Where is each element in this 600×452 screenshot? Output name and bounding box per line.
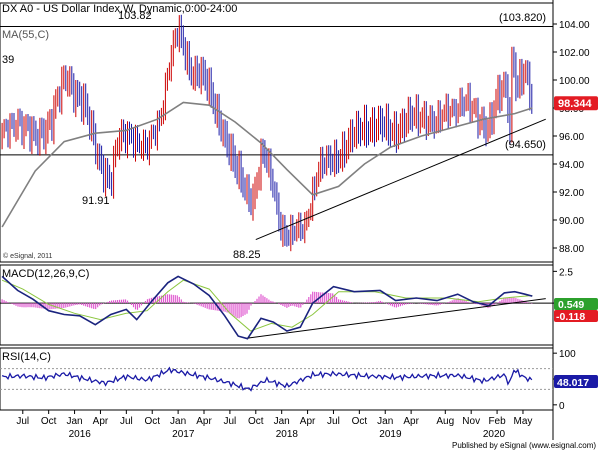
month-tick-label: Jan xyxy=(66,416,82,427)
year-tick-label: 2019 xyxy=(379,429,402,440)
month-tick-label: May xyxy=(514,416,533,427)
price-tick-label: 90.00 xyxy=(559,216,584,227)
price-trendline xyxy=(255,118,546,241)
year-tick-label: 2018 xyxy=(276,429,299,440)
copyright-text: © eSignal, 2011 xyxy=(3,252,53,260)
macd-trendline xyxy=(248,298,546,339)
price-tick-label: 104.00 xyxy=(559,20,590,31)
low-2016-label: 91.91 xyxy=(82,195,110,207)
year-tick-label: 2017 xyxy=(172,429,195,440)
macd-legend: MACD(12,26,9,C) xyxy=(2,268,89,280)
year-tick-label: 2020 xyxy=(483,429,506,440)
rsi-levels xyxy=(0,368,553,390)
ma55-line xyxy=(1,101,533,228)
month-tick-label: Jan xyxy=(274,416,290,427)
price-candles xyxy=(1,14,533,252)
year-tick-label: 2016 xyxy=(69,429,92,440)
month-tick-label: Jul xyxy=(120,416,133,427)
month-tick-label: Jul xyxy=(224,416,237,427)
month-tick-label: Apr xyxy=(196,416,212,427)
high-label: 103.82 xyxy=(118,10,152,22)
ma-legend: MA(55,C) xyxy=(2,29,49,41)
month-tick-label: Jan xyxy=(170,416,186,427)
month-tick-label: Oct xyxy=(41,416,57,427)
macd-value-tag: 0.549 xyxy=(554,298,598,311)
last-price-value: 98.344 xyxy=(558,98,593,110)
month-tick-label: Oct xyxy=(248,416,264,427)
month-tick-label: Jul xyxy=(16,416,29,427)
price-tick-label: 94.00 xyxy=(559,160,584,171)
month-tick-label: Jan xyxy=(377,416,393,427)
price-y-axis: 104.00102.00100.0098.0096.0094.0092.0090… xyxy=(553,20,590,255)
ma-value-partial: 39 xyxy=(2,54,14,66)
signal-value-tag: -0.118 xyxy=(554,310,598,323)
macd-last-value: 0.549 xyxy=(558,299,584,311)
month-tick-label: Apr xyxy=(403,416,419,427)
month-tick-label: Apr xyxy=(93,416,109,427)
month-tick-label: Apr xyxy=(300,416,316,427)
month-tick-label: Oct xyxy=(144,416,160,427)
rsi-legend: RSI(14,C) xyxy=(2,351,51,363)
month-tick-label: Oct xyxy=(352,416,368,427)
price-tick-label: 102.00 xyxy=(559,48,590,59)
price-tick-label: 100.00 xyxy=(559,76,590,87)
macd-tick-label: 2.5 xyxy=(559,267,573,278)
support-label: (94.650) xyxy=(505,139,546,151)
chart-title: DX A0 - US Dollar Index,W, Dynamic,0:00-… xyxy=(2,3,237,15)
month-tick-label: Aug xyxy=(436,416,454,427)
month-tick-label: Nov xyxy=(462,416,480,427)
rsi-line xyxy=(1,366,533,392)
rsi-tick-label: 100 xyxy=(559,349,576,360)
low-2018-label: 88.25 xyxy=(233,249,261,261)
rsi-tick-label: 0 xyxy=(559,401,565,412)
resistance-label: (103.820) xyxy=(499,12,546,24)
month-tick-label: Jul xyxy=(327,416,340,427)
published-by: Published by eSignal (www.esignal.com) xyxy=(452,441,596,450)
signal-last-value: -0.118 xyxy=(556,311,585,323)
macd-signal-line xyxy=(1,279,533,332)
price-tick-label: 88.00 xyxy=(559,244,584,255)
price-tick-label: 92.00 xyxy=(559,188,584,199)
rsi-last-value: 48.017 xyxy=(557,377,589,389)
rsi-value-tag: 48.017 xyxy=(554,375,598,389)
month-tick-label: Feb xyxy=(488,416,506,427)
macd-line xyxy=(1,275,533,340)
last-price-tag: 98.344 xyxy=(554,96,598,111)
price-tick-label: 96.00 xyxy=(559,132,584,143)
time-axis: Jul Oct Jan Apr Jul Oct Jan Apr Jul Oct Jan Apr Jul O… xyxy=(16,410,532,440)
panel-frame-0 xyxy=(0,2,554,263)
panel-frames xyxy=(0,0,554,440)
